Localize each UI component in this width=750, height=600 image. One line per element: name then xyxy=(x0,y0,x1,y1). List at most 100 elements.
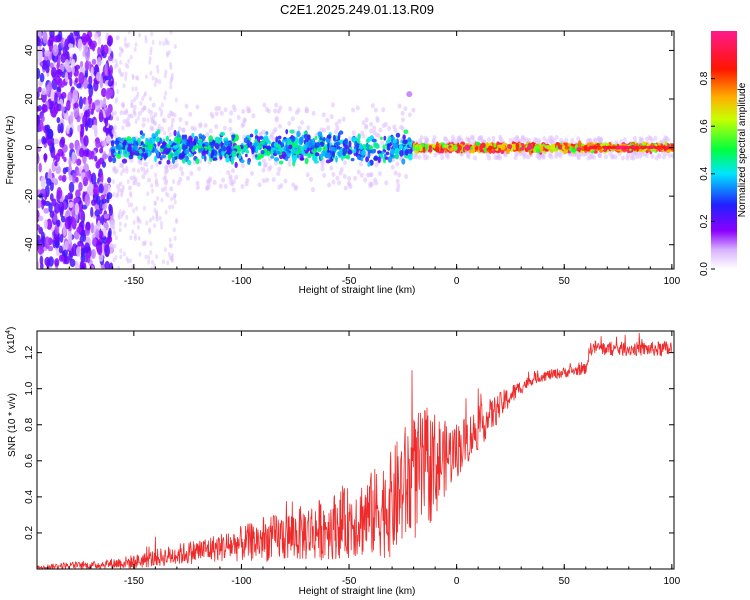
heatmap-cell xyxy=(171,156,176,165)
heatmap-cell xyxy=(37,153,40,165)
x-tick-label: -100 xyxy=(231,276,251,287)
heatmap-cell xyxy=(353,175,358,181)
heatmap-cell xyxy=(632,145,637,149)
heatmap-cell xyxy=(348,140,352,148)
heatmap-cell xyxy=(136,224,140,230)
heatmap-cell xyxy=(247,159,251,165)
heatmap-cell xyxy=(37,142,40,148)
heatmap-cell xyxy=(172,179,176,185)
heatmap-cell xyxy=(136,115,140,121)
heatmap-cell xyxy=(146,117,150,123)
heatmap-cell xyxy=(137,137,141,142)
heatmap-cell xyxy=(576,147,582,152)
heatmap-cell xyxy=(114,58,118,64)
heatmap-cell xyxy=(82,114,88,127)
heatmap-cell xyxy=(519,147,525,151)
colorbar-tick-label: 0.0 xyxy=(699,262,710,276)
heatmap-cell xyxy=(201,151,207,156)
heatmap-cell xyxy=(287,157,292,163)
heatmap-cell xyxy=(115,96,119,102)
heatmap-cell xyxy=(547,153,552,159)
heatmap-cell xyxy=(195,184,200,190)
heatmap-cell xyxy=(470,146,473,151)
heatmap-cell xyxy=(49,210,55,218)
heatmap-cell xyxy=(275,136,279,144)
y-tick-label: 1.2 xyxy=(24,345,35,359)
heatmap-cell xyxy=(249,133,254,138)
heatmap-cell xyxy=(206,184,211,190)
heatmap-cell xyxy=(132,109,136,115)
heatmap-cell xyxy=(433,152,438,158)
heatmap-cell xyxy=(223,183,228,189)
heatmap-cell xyxy=(76,83,82,89)
heatmap-cell xyxy=(123,36,127,42)
snr-series-line xyxy=(36,332,673,571)
heatmap-cell xyxy=(101,161,107,168)
heatmap-cell xyxy=(192,144,199,150)
heatmap-cell xyxy=(259,135,264,140)
heatmap-cell xyxy=(473,155,478,161)
heatmap-cell xyxy=(618,146,623,149)
heatmap-cell xyxy=(160,154,167,159)
heatmap-cell xyxy=(403,129,409,135)
heatmap-cell xyxy=(116,88,120,94)
heatmap-cell xyxy=(347,136,352,142)
heatmap-cell xyxy=(153,223,157,229)
heatmap-cell xyxy=(86,252,91,264)
heatmap-cell xyxy=(375,115,380,121)
heatmap-cell xyxy=(335,125,340,131)
heatmap-cell xyxy=(63,256,70,265)
heatmap-cell xyxy=(417,154,422,160)
heatmap-cell xyxy=(131,136,137,142)
heatmap-cell xyxy=(177,126,182,132)
heatmap-cell xyxy=(104,63,108,76)
heatmap-cell xyxy=(108,203,112,212)
heatmap-cell xyxy=(257,161,262,167)
heatmap-cell xyxy=(294,139,300,145)
heatmap-cell xyxy=(457,135,462,141)
heatmap-cell xyxy=(107,184,111,195)
heatmap-cell xyxy=(69,127,73,136)
heatmap-cell xyxy=(163,169,168,175)
heatmap-cell xyxy=(119,163,124,169)
heatmap-cell xyxy=(493,143,497,148)
heatmap-cell xyxy=(105,135,111,144)
heatmap-cell xyxy=(139,101,143,107)
heatmap-cell xyxy=(102,44,109,55)
heatmap-cell xyxy=(39,255,44,266)
heatmap-cell xyxy=(149,50,153,56)
heatmap-cell xyxy=(169,243,173,249)
heatmap-cell xyxy=(162,176,167,182)
heatmap-cell xyxy=(325,117,330,123)
heatmap-cell xyxy=(134,86,138,92)
heatmap-cell xyxy=(427,148,433,153)
heatmap-cell xyxy=(117,212,121,218)
heatmap-cell xyxy=(401,117,406,123)
heatmap-cell xyxy=(141,96,145,102)
snr-x-ticks: -150 -100 -50 0 50 100 xyxy=(47,331,681,587)
heatmap-cell xyxy=(77,240,84,247)
heatmap-cell xyxy=(208,144,211,152)
heatmap-cell xyxy=(373,107,378,113)
heatmap-cell xyxy=(508,137,513,143)
heatmap-cell xyxy=(214,124,219,130)
heatmap-cell xyxy=(226,170,231,176)
heatmap-cell xyxy=(157,141,161,147)
heatmap-cell xyxy=(240,163,245,169)
heatmap-cell xyxy=(91,237,97,247)
heatmap-cell xyxy=(137,216,141,222)
heatmap-cell xyxy=(337,180,342,186)
heatmap-cell xyxy=(154,148,158,154)
heatmap-cell xyxy=(163,247,167,253)
heatmap-cell xyxy=(113,110,117,116)
heatmap-cell xyxy=(166,143,171,149)
heatmap-cell xyxy=(667,152,672,158)
heatmap-cell xyxy=(53,35,60,43)
heatmap-cell xyxy=(115,35,119,41)
heatmap-cell xyxy=(397,172,402,178)
heatmap-cell xyxy=(313,148,317,154)
heatmap-cell xyxy=(650,137,655,143)
heatmap-cell xyxy=(167,251,171,257)
heatmap-cell xyxy=(54,161,58,167)
heatmap-cell xyxy=(291,135,296,143)
